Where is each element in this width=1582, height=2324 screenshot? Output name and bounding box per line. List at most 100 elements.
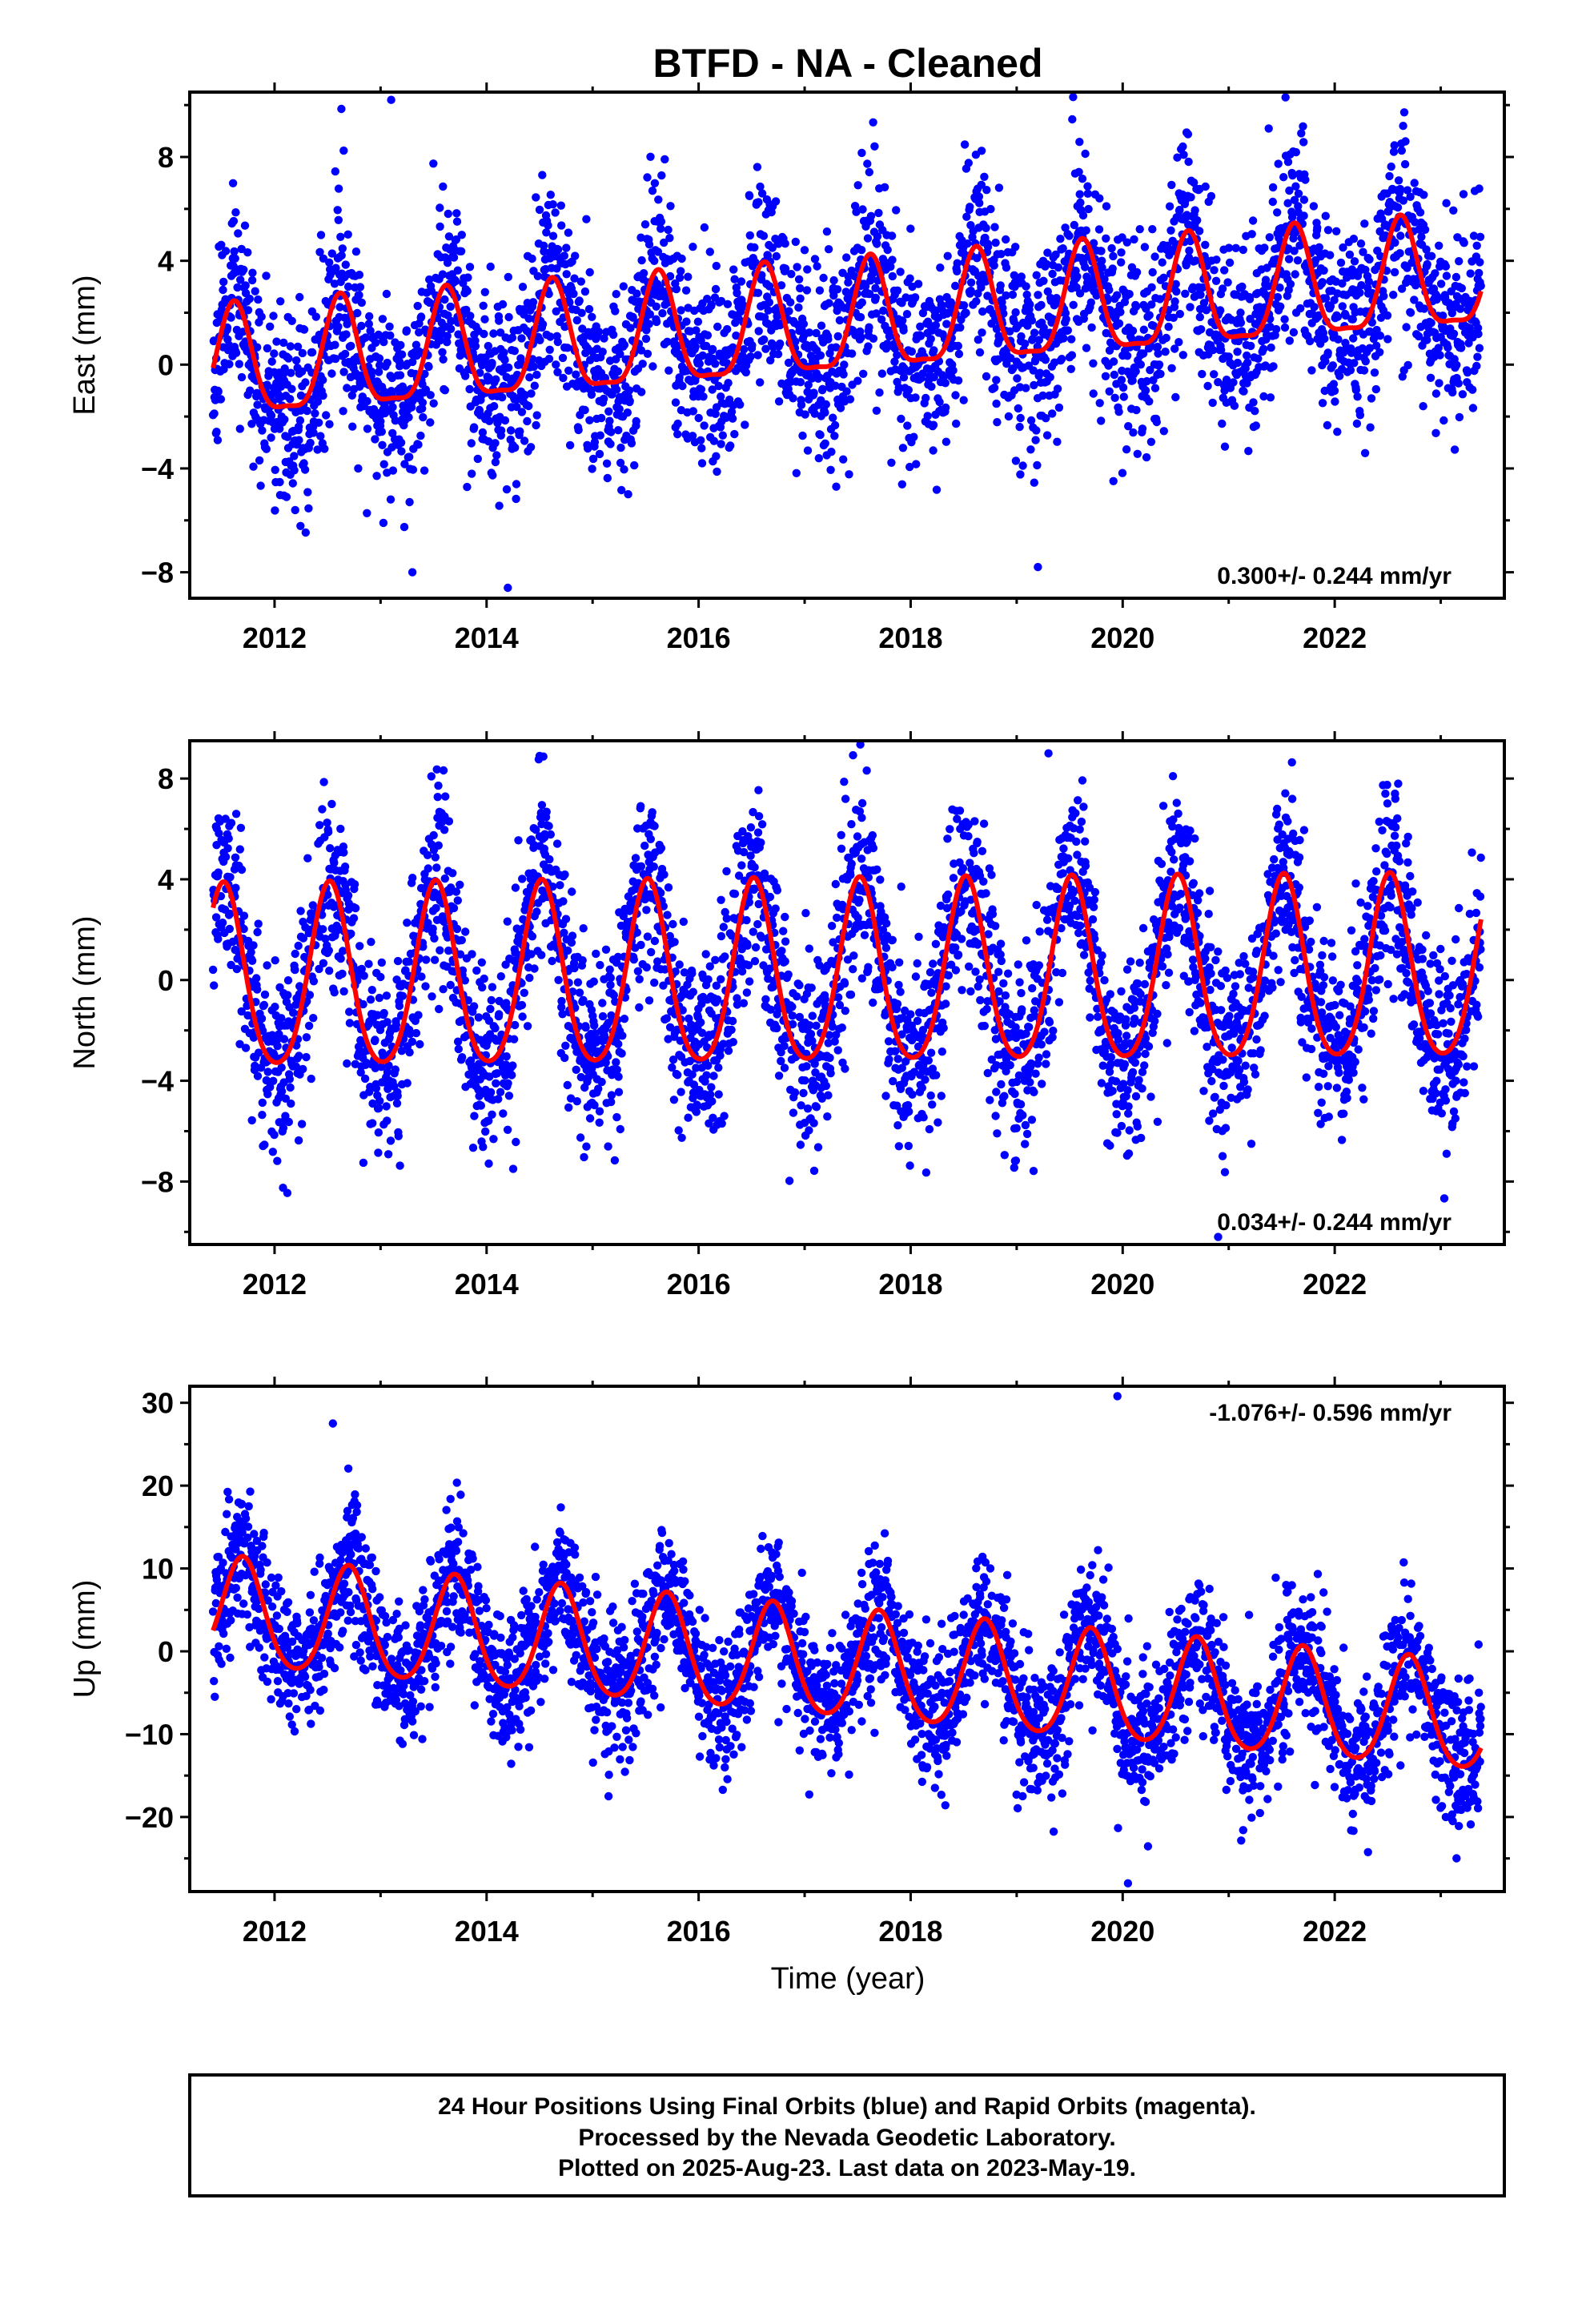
data-point [544,289,553,299]
data-point [526,443,536,452]
data-point [1210,266,1219,275]
data-point [693,317,703,326]
data-point [1170,297,1179,306]
data-point [1131,367,1140,376]
data-point [829,413,837,422]
data-point [653,247,663,256]
data-point [1132,267,1142,277]
data-point [813,262,821,271]
data-point [927,382,936,391]
data-point [1146,437,1156,446]
data-point [484,341,492,351]
data-point [729,343,737,352]
data-point [1379,292,1388,300]
data-point [558,353,568,363]
data-point [486,1004,495,1014]
data-point [453,896,462,905]
data-point [379,1008,388,1018]
data-point [991,238,1000,247]
data-point [485,416,494,425]
data-point [420,369,429,379]
data-point [436,336,445,345]
data-point [1239,245,1248,255]
data-point [745,191,754,200]
data-point [857,148,866,158]
data-point [510,347,519,356]
data-point [397,350,407,359]
data-point [774,239,783,248]
data-point [814,454,823,463]
data-point [1313,223,1322,232]
data-point [636,862,646,871]
x-tick-label: 2018 [878,621,942,654]
data-point [819,273,828,283]
data-point [538,320,548,329]
data-point [899,373,909,382]
data-point [791,337,800,346]
data-point [486,262,495,271]
data-point [291,965,299,975]
data-point [903,421,912,430]
data-point [709,436,719,445]
data-point [578,956,587,965]
data-point [231,348,241,357]
data-point [1018,461,1027,470]
data-point [570,963,579,973]
data-point [1431,389,1441,398]
data-point [456,247,466,255]
data-point [366,995,375,1004]
data-point [650,179,660,187]
data-point [1150,384,1160,392]
data-point [648,187,657,195]
data-point [298,348,307,358]
data-point [1309,202,1319,211]
data-point [361,333,370,342]
data-point [473,454,482,464]
data-point [1238,282,1247,292]
data-point [694,413,703,423]
data-point [896,267,905,276]
data-point [893,286,902,295]
data-point [255,456,264,465]
x-tick-label: 2014 [455,621,519,654]
data-point [1186,303,1195,312]
data-point [1030,328,1039,337]
data-point [584,444,592,453]
data-point [560,1053,569,1063]
data-point [898,444,908,452]
data-point [470,1112,479,1120]
data-point [1022,384,1030,392]
data-point [430,934,439,943]
data-point [910,293,920,302]
data-point [299,325,309,334]
data-point [1131,302,1141,312]
data-point [842,387,851,396]
data-point [367,367,376,376]
data-point [943,251,952,260]
data-point [434,841,443,850]
data-point [1389,291,1398,300]
data-point [374,1148,383,1157]
data-point [347,341,355,351]
data-point [757,189,767,198]
data-point [295,1051,303,1060]
data-point [275,424,284,433]
data-point [307,1074,315,1084]
data-point [231,810,241,818]
data-point [616,458,625,468]
data-point [1476,281,1485,291]
data-point [869,334,878,343]
data-point [287,1099,295,1108]
data-point [553,368,562,376]
data-point [665,366,673,375]
data-point [921,393,930,403]
data-point [297,367,307,376]
data-point [569,289,578,299]
data-point [391,1065,400,1074]
data-point [1291,270,1299,279]
data-point [1147,283,1156,292]
data-point [491,439,500,448]
data-point [345,1007,354,1016]
data-point [974,336,983,344]
data-point [432,903,440,913]
